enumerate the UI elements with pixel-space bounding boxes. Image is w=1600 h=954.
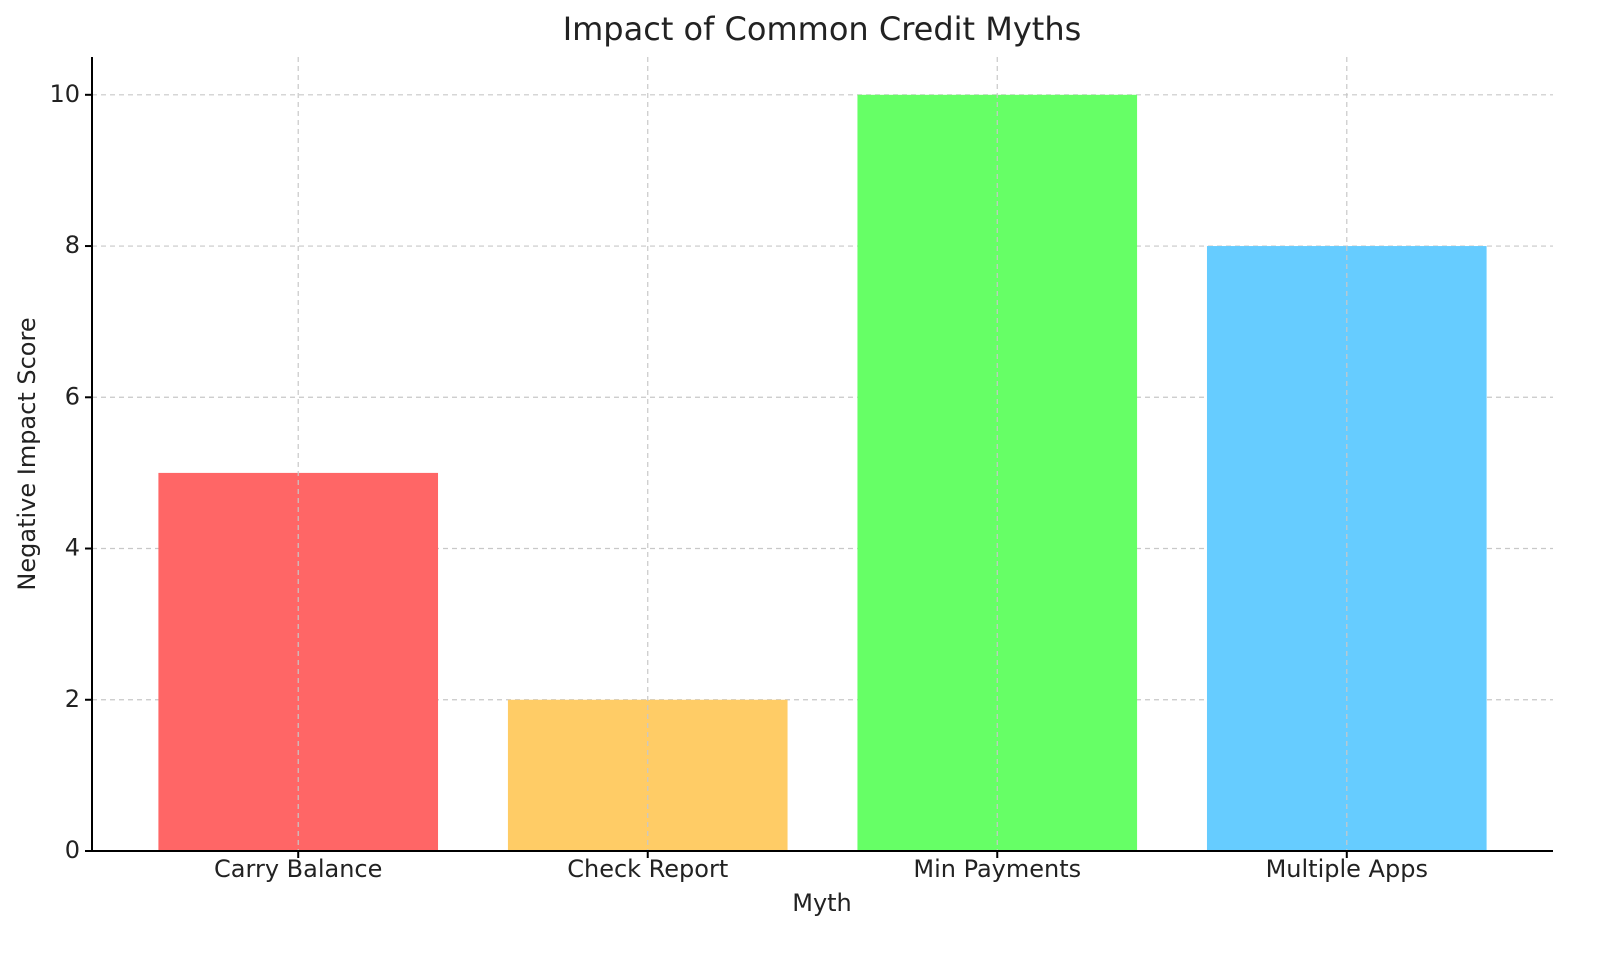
x-tick-label: Min Payments [913,855,1081,883]
x-tick-label: Check Report [567,855,728,883]
x-tick-label: Carry Balance [214,855,382,883]
y-tick-label: 6 [65,382,80,410]
x-tick-label: Multiple Apps [1266,855,1428,883]
y-tick-label: 4 [65,534,80,562]
y-tick-label: 10 [49,80,80,108]
x-axis-label: Myth [792,889,852,917]
chart-title: Impact of Common Credit Myths [563,10,1082,48]
y-tick-label: 2 [65,685,80,713]
y-tick-label: 0 [65,836,80,864]
y-axis-label: Negative Impact Score [13,317,41,590]
y-tick-label: 8 [65,231,80,259]
bar [507,699,788,851]
